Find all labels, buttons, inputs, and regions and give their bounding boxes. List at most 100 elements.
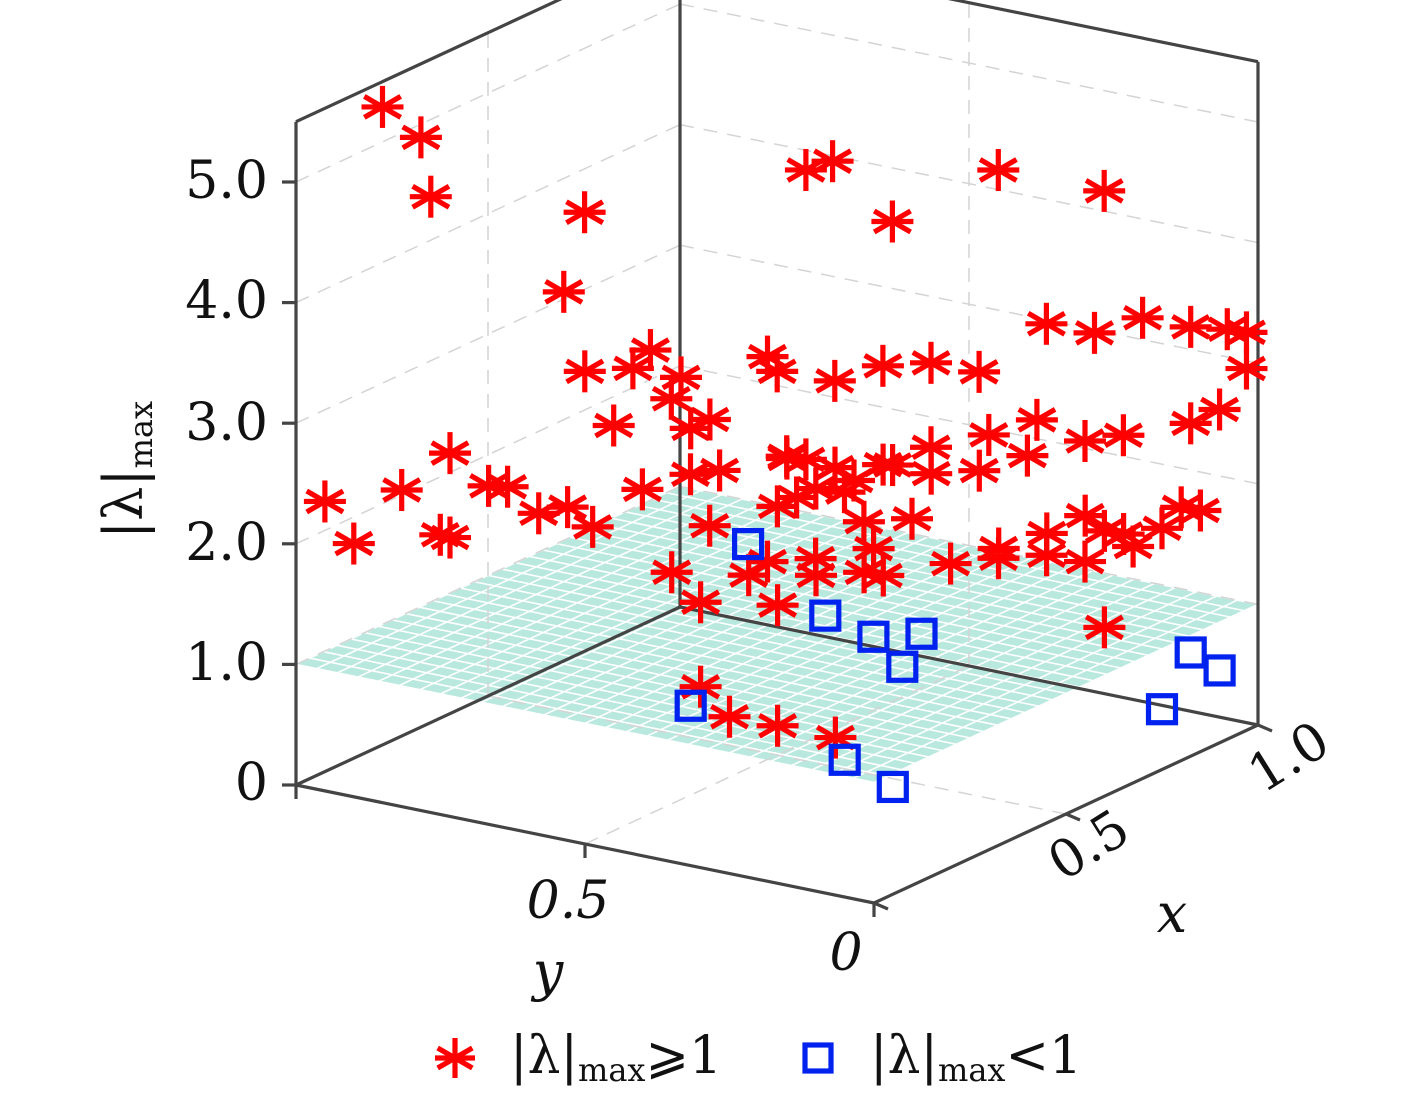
asterisk-marker: [1025, 302, 1068, 345]
asterisk-marker: [669, 407, 712, 450]
square-marker: [674, 689, 707, 722]
z-tick-label: 1.0: [185, 633, 268, 693]
asterisk-marker: [1015, 398, 1058, 441]
plane-grid-line: [528, 555, 1108, 676]
asterisk-marker: [629, 329, 672, 372]
asterisk-marker: [794, 467, 837, 510]
asterisk-stroke: [363, 94, 402, 120]
asterisk-stroke: [1171, 314, 1211, 340]
asterisk-marker: [1225, 311, 1268, 354]
plane-grid-line: [357, 498, 743, 678]
asterisk-stroke: [1161, 494, 1201, 521]
asterisk-stroke: [565, 199, 605, 225]
asterisk-stroke: [748, 343, 787, 370]
square-marker: [731, 527, 765, 561]
plane-grid-line: [638, 504, 1218, 625]
asterisk-marker: [592, 404, 635, 447]
asterisk-marker: [958, 449, 1001, 492]
plane-grid-line: [542, 549, 1122, 669]
asterisk-marker: [1083, 606, 1126, 649]
asterisk-stroke: [959, 359, 999, 385]
asterisk-marker: [688, 504, 731, 547]
asterisk-stroke: [786, 446, 826, 473]
legend: |λ|max⩾1 |λ|max<1: [435, 1026, 1082, 1089]
asterisk-marker: [1025, 534, 1068, 577]
asterisk-stroke: [1113, 533, 1153, 560]
asterisk-marker: [361, 85, 404, 128]
asterisk-stroke: [758, 592, 798, 618]
plane-grid-line: [316, 489, 701, 670]
asterisk-stroke: [1027, 520, 1067, 547]
asterisk-marker: [958, 350, 1001, 393]
asterisk-stroke: [757, 358, 797, 385]
asterisk-stroke: [1180, 497, 1220, 524]
legend-square-icon: [802, 1042, 834, 1074]
plane-grid-line: [597, 523, 1176, 644]
asterisk-marker: [910, 452, 953, 495]
asterisk-marker: [571, 505, 614, 548]
asterisk-stroke: [931, 550, 971, 577]
plane-grid-line: [336, 494, 722, 674]
asterisk-marker: [1064, 419, 1106, 462]
asterisk-stroke: [1017, 407, 1057, 433]
plane-grid-line: [522, 532, 908, 712]
asterisk-stroke: [911, 460, 951, 487]
asterisk-stroke: [758, 713, 798, 739]
asterisk-marker: [1102, 513, 1145, 556]
z-tick-label: 4.0: [185, 271, 268, 331]
asterisk-marker: [746, 540, 789, 583]
asterisk-marker: [621, 468, 664, 511]
asterisk-stroke: [652, 559, 692, 586]
asterisk-stroke: [978, 157, 1018, 183]
asterisk-stroke: [411, 183, 451, 210]
asterisk-stroke: [565, 358, 605, 385]
asterisk-stroke: [969, 422, 1009, 448]
asterisk-stroke: [748, 548, 787, 575]
asterisk-stroke: [1084, 518, 1124, 544]
asterisk-stroke: [854, 535, 894, 562]
asterisk-marker: [861, 344, 904, 387]
plane-grid-line: [515, 561, 1094, 682]
asterisk-stroke: [863, 353, 903, 379]
x-tick-mark: [1065, 812, 1081, 822]
asterisk-marker: [303, 480, 346, 523]
asterisk-stroke: [1200, 396, 1240, 423]
asterisk-stroke: [1103, 422, 1143, 448]
asterisk-stroke: [1104, 521, 1144, 547]
asterisk-stroke: [681, 589, 721, 616]
plane-grid-line: [460, 519, 846, 699]
legend-marker-asterisk: [435, 1038, 475, 1078]
asterisk-stroke: [334, 530, 374, 557]
asterisk-marker: [1073, 311, 1116, 354]
legend-label-stable: |λ|max⩾1: [510, 1026, 722, 1089]
asterisk-marker: [929, 542, 972, 585]
asterisk-marker: [688, 398, 731, 441]
asterisk-stroke: [1226, 319, 1266, 346]
asterisk-stroke: [1084, 614, 1124, 641]
asterisk-stroke: [1075, 320, 1114, 346]
x-tick-mark: [873, 901, 889, 911]
y-tick-label: 0: [829, 923, 862, 983]
asterisk-stroke: [844, 559, 884, 586]
asterisk-stroke: [1065, 548, 1105, 575]
asterisk-marker: [1006, 434, 1049, 477]
asterisk-stroke: [710, 703, 749, 730]
asterisk-stroke: [1027, 542, 1067, 569]
asterisk-stroke: [834, 467, 874, 494]
asterisk-stroke: [1065, 502, 1105, 529]
asterisk-stroke: [813, 148, 853, 174]
axis-labels: x y |λ|max: [92, 401, 1187, 1003]
z-tick-label: 0: [235, 753, 268, 813]
asterisk-stroke: [573, 514, 613, 540]
square-marker: [809, 599, 842, 632]
asterisk-marker: [669, 453, 712, 496]
asterisk-stroke: [911, 350, 951, 376]
asterisk-stroke: [911, 434, 951, 460]
asterisk-stroke: [671, 415, 711, 442]
asterisk-marker: [563, 350, 606, 393]
x-tick-mark: [1257, 723, 1273, 733]
asterisk-stroke: [1226, 355, 1266, 382]
asterisk-stroke: [690, 512, 730, 539]
asterisk-stroke: [401, 124, 441, 151]
x-tick-label: 0.5: [1038, 798, 1140, 893]
